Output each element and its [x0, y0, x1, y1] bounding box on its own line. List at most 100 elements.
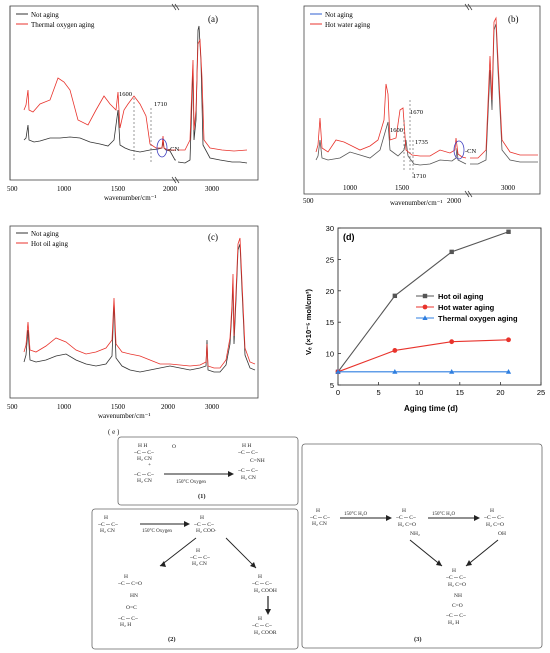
data-point [392, 293, 398, 299]
svg-text:H: H [200, 515, 204, 521]
svg-text:1500: 1500 [395, 184, 410, 192]
panel-b-label: (b) [508, 14, 519, 24]
x-tick-label: 10 [415, 388, 423, 397]
annot-1670: 1670 [410, 109, 423, 116]
spectrum-not-aging-b [315, 121, 467, 166]
panel-a-ticks: 500 1000 1500 2000 3000 [7, 185, 220, 193]
panel-a-label: (a) [208, 14, 218, 24]
panel-c-ticks: 500 1000 1500 2000 3000 [7, 403, 220, 411]
y-tick-label: 30 [326, 224, 334, 233]
svg-text:H₂ CN: H₂ CN [312, 521, 327, 527]
spectrum-not-aging-c [23, 243, 256, 373]
svg-text:H: H [124, 574, 128, 580]
cn-circle [156, 138, 168, 158]
annot-1735: 1735 [415, 139, 428, 146]
svg-text:H₂ COOR: H₂ COOR [254, 630, 277, 636]
legend-marker [422, 315, 428, 320]
svg-text:1000: 1000 [57, 185, 72, 193]
svg-text:H H: H H [242, 443, 251, 449]
svg-text:O=C: O=C [126, 605, 137, 611]
svg-text:~C ─ C~: ~C ─ C~ [134, 450, 154, 456]
y-tick-label: 10 [326, 350, 334, 359]
svg-text:~C ─ C~: ~C ─ C~ [238, 450, 258, 456]
scheme-1-condition: 150°C Oxygen [176, 480, 206, 485]
svg-text:~C ─ C~: ~C ─ C~ [134, 472, 154, 478]
x-tick-label: 5 [377, 388, 381, 397]
x-tick-label: 20 [496, 388, 504, 397]
scheme-1-number: (1) [198, 493, 206, 500]
svg-text:1000: 1000 [57, 403, 72, 411]
svg-text:O: O [172, 444, 176, 450]
svg-text:H₂ CN: H₂ CN [137, 456, 152, 462]
data-point [505, 369, 512, 374]
svg-text:~C ─ C~: ~C ─ C~ [396, 515, 416, 521]
scheme-3-condition-1: 150°C H₂O [344, 512, 367, 517]
svg-text:H₂ CN: H₂ CN [100, 528, 115, 534]
panel-b-ticks: 500 1000 1500 2000 3000 [303, 184, 516, 205]
svg-text:3000: 3000 [205, 403, 220, 411]
scheme-2-number: (2) [168, 636, 176, 643]
legend-hot-water: Hot water aging [325, 21, 371, 29]
svg-text:C=O: C=O [452, 603, 463, 609]
svg-text:1500: 1500 [111, 185, 126, 193]
data-point [506, 229, 511, 234]
panel-b: (b) Not aging Hot water aging 1670 1600 … [303, 3, 541, 207]
panel-b-xlabel: wavenumber/cm⁻¹ [390, 199, 442, 207]
data-point [449, 369, 455, 374]
legend-label: Thermal oxygen aging [438, 314, 518, 323]
svg-text:~C ─ C~: ~C ─ C~ [98, 522, 118, 528]
svg-text:OH: OH [498, 531, 506, 537]
svg-text:2000: 2000 [161, 403, 176, 411]
legend-not-aging-c: Not aging [31, 230, 59, 238]
svg-text:~C ─ C~: ~C ─ C~ [190, 555, 210, 561]
chart-xlabel: Aging time (d) [404, 404, 458, 413]
svg-text:H: H [104, 515, 108, 521]
svg-text:500: 500 [7, 403, 18, 411]
y-tick-label: 20 [326, 287, 334, 296]
scheme-box-1 [117, 436, 299, 506]
legend-thermal-oxygen: Thermal oxygen aging [31, 21, 95, 29]
svg-text:H₂ C=O: H₂ C=O [486, 522, 504, 528]
svg-text:~C ─ C=O: ~C ─ C=O [118, 581, 142, 587]
svg-text:~C ─ C~: ~C ─ C~ [238, 468, 258, 474]
annot-cn: -CN [168, 146, 180, 153]
spectrum-hot-oil [23, 237, 256, 369]
panel-a: (a) Not aging Thermal oxygen aging 1600 … [7, 3, 259, 202]
chart-x-ticks: 0 5 10 15 20 25 [336, 382, 545, 397]
legend-label: Hot water aging [438, 303, 495, 312]
svg-text:500: 500 [303, 197, 314, 205]
annot-1710: 1710 [154, 101, 167, 108]
spectrum-not-aging [23, 109, 176, 161]
chart-plot-area [337, 227, 542, 386]
svg-text:H: H [258, 574, 262, 580]
x-tick-label: 25 [537, 388, 545, 397]
svg-text:+: + [148, 462, 151, 468]
annot-1600: 1600 [119, 91, 132, 98]
svg-text:500: 500 [7, 185, 18, 193]
svg-text:2000: 2000 [163, 185, 178, 193]
svg-text:3000: 3000 [205, 185, 220, 193]
svg-text:H₂ CN: H₂ CN [192, 561, 207, 567]
svg-text:H: H [452, 568, 456, 574]
cn-circle-b [453, 140, 465, 160]
svg-text:H₂ C=O: H₂ C=O [448, 582, 466, 588]
panel-a-frame [9, 5, 259, 181]
panel-e-label: ( e ) [108, 428, 120, 436]
svg-text:~C ─ C~: ~C ─ C~ [484, 515, 504, 521]
legend-label: Hot oil aging [438, 292, 484, 301]
svg-text:NH: NH [454, 593, 462, 599]
series-line-1 [337, 339, 509, 373]
svg-text:~C ─ C~: ~C ─ C~ [252, 623, 272, 629]
scheme-box-3 [301, 443, 543, 649]
svg-text:H₂ C=O: H₂ C=O [398, 522, 416, 528]
chart-y-ticks: 5 10 15 20 25 30 [326, 224, 341, 390]
svg-text:H: H [196, 548, 200, 554]
svg-text:H H: H H [138, 443, 147, 449]
svg-text:~C ─ C~: ~C ─ C~ [310, 515, 330, 521]
panel-e: ( e ) H H ~C ─ C~ H₂ CN O + ~C ─ C~ H₂ C… [91, 428, 543, 650]
x-tick-label: 0 [336, 388, 340, 397]
svg-text:H₂ COO·: H₂ COO· [196, 528, 217, 534]
scheme-3-number: (3) [414, 636, 422, 643]
scheme-box-2 [91, 508, 299, 650]
panel-b-frame [303, 5, 541, 195]
